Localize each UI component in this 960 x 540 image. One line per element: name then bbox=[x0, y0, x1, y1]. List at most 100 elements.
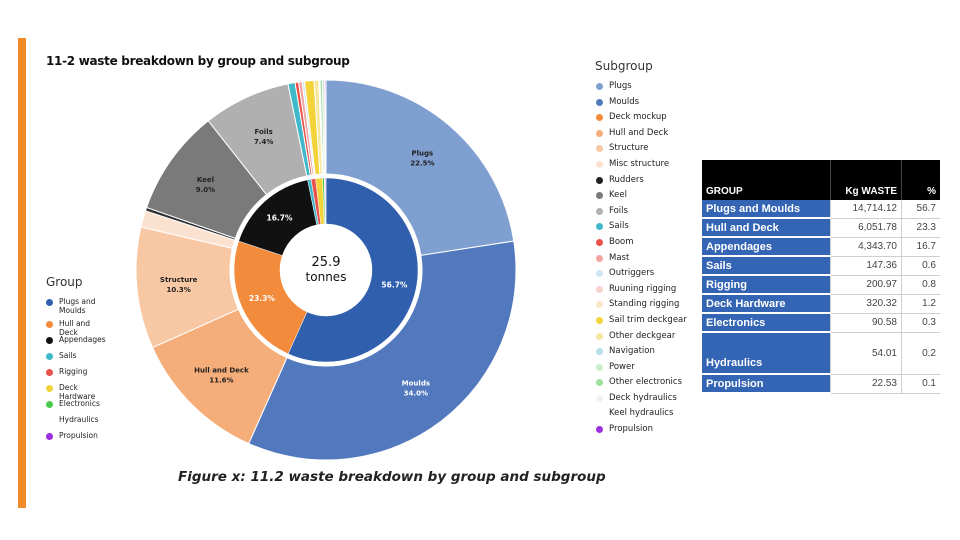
center-total-unit: tonnes bbox=[306, 270, 347, 284]
subgroup-legend-item-other-electronics: Other electronics bbox=[596, 377, 687, 393]
table-row: Plugs and Moulds 14,714.12 56.7 bbox=[702, 200, 940, 219]
legend-swatch bbox=[596, 223, 603, 231]
inner-slice-hull-and-deck bbox=[233, 240, 308, 355]
cell-group: Propulsion bbox=[702, 374, 831, 394]
legend-label: Keel bbox=[609, 190, 627, 201]
subgroup-legend-item-hull-and-deck: Hull and Deck bbox=[596, 128, 687, 144]
legend-swatch bbox=[46, 299, 53, 306]
subgroup-legend-item-misc-structure: Misc structure bbox=[596, 159, 687, 175]
cell-kg: 54.01 bbox=[830, 332, 902, 375]
outer-label-plugs: Plugs bbox=[412, 150, 434, 158]
legend-label: Appendages bbox=[59, 335, 106, 344]
legend-swatch bbox=[46, 321, 53, 328]
subgroup-legend-item-sail-trim-deckgear: Sail trim deckgear bbox=[596, 315, 687, 331]
legend-swatch bbox=[46, 369, 53, 376]
legend-swatch bbox=[596, 145, 603, 153]
legend-swatch bbox=[596, 394, 603, 402]
group-legend-item-hydraulics: Hydraulics bbox=[46, 415, 111, 431]
legend-label: Sail trim deckgear bbox=[609, 314, 687, 325]
subgroup-legend-item-propulsion: Propulsion bbox=[596, 424, 687, 440]
subgroup-legend-item-foils: Foils bbox=[596, 206, 687, 222]
legend-swatch bbox=[596, 238, 603, 246]
accent-bar bbox=[18, 38, 26, 508]
table-row: Electronics 90.58 0.3 bbox=[702, 313, 940, 333]
subgroup-legend-item-rudders: Rudders bbox=[596, 175, 687, 191]
header-percent: % bbox=[901, 160, 940, 200]
legend-label: Plugs and Moulds bbox=[59, 297, 96, 315]
group-legend-item-deck-hardware: Deck Hardware bbox=[46, 383, 111, 401]
legend-swatch bbox=[596, 176, 603, 184]
legend-label: Plugs bbox=[609, 81, 632, 91]
outer-value-foils: 7.4% bbox=[254, 138, 273, 146]
legend-swatch bbox=[596, 379, 603, 387]
outer-label-hull-and-deck: Hull and Deck bbox=[194, 367, 249, 375]
subgroup-legend-item-standing-rigging: Standing rigging bbox=[596, 299, 687, 315]
cell-group: Appendages bbox=[702, 237, 831, 257]
group-legend-item-appendages: Appendages bbox=[46, 335, 111, 351]
inner-value-plugs-and-moulds: 56.7% bbox=[381, 281, 408, 290]
legend-label: Rigging bbox=[59, 367, 88, 376]
legend-label: Electronics bbox=[59, 399, 100, 408]
table-row: Appendages 4,343.70 16.7 bbox=[702, 237, 940, 257]
outer-value-plugs: 22.5% bbox=[410, 160, 434, 168]
cell-group: Rigging bbox=[702, 275, 831, 295]
cell-group: Plugs and Moulds bbox=[702, 200, 831, 219]
cell-pct: 0.2 bbox=[901, 332, 940, 375]
legend-label: Rudders bbox=[609, 174, 644, 185]
legend-label: Other deckgear bbox=[609, 330, 676, 341]
cell-pct: 1.2 bbox=[901, 294, 940, 314]
legend-label: Navigation bbox=[609, 346, 655, 357]
legend-swatch bbox=[596, 410, 603, 417]
legend-label: Keel hydraulics bbox=[609, 408, 674, 419]
cell-pct: 0.1 bbox=[901, 374, 940, 394]
legend-label: Foils bbox=[609, 205, 628, 216]
center-total-value: 25.9 bbox=[312, 255, 341, 270]
legend-label: Deck mockup bbox=[609, 112, 667, 123]
cell-pct: 0.6 bbox=[901, 256, 940, 276]
inner-slice-plugs-and-moulds bbox=[287, 177, 419, 363]
legend-swatch bbox=[596, 160, 603, 168]
subgroup-legend-item-keel: Keel bbox=[596, 190, 687, 206]
subgroup-legend-item-plugs: Plugs bbox=[596, 81, 687, 97]
outer-slice-moulds bbox=[248, 240, 517, 461]
cell-group: Hull and Deck bbox=[702, 218, 831, 238]
cell-kg: 14,714.12 bbox=[830, 200, 902, 219]
legend-swatch bbox=[46, 401, 53, 408]
table-row: Hull and Deck 6,051.78 23.3 bbox=[702, 218, 940, 238]
group-legend-item-rigging: Rigging bbox=[46, 367, 111, 383]
legend-swatch bbox=[46, 337, 53, 344]
outer-label-moulds: Moulds bbox=[402, 380, 430, 388]
subgroup-legend-item-deck-mockup: Deck mockup bbox=[596, 112, 687, 128]
group-legend-item-sails: Sails bbox=[46, 351, 111, 367]
cell-group: Sails bbox=[702, 256, 831, 276]
cell-kg: 200.97 bbox=[830, 275, 902, 295]
legend-swatch bbox=[596, 192, 603, 200]
subgroup-legend-item-power: Power bbox=[596, 362, 687, 378]
legend-swatch bbox=[596, 316, 603, 324]
legend-swatch bbox=[46, 433, 53, 440]
group-legend-item-hull-and-deck: Hull and Deck bbox=[46, 319, 111, 337]
legend-label: Deck hydraulics bbox=[609, 392, 677, 403]
legend-label: Propulsion bbox=[59, 431, 98, 440]
cell-kg: 147.36 bbox=[830, 256, 902, 276]
legend-swatch bbox=[46, 385, 53, 392]
outer-label-structure: Structure bbox=[160, 276, 198, 284]
legend-label: Misc structure bbox=[609, 158, 670, 169]
legend-label: Sails bbox=[609, 221, 629, 232]
legend-swatch bbox=[596, 83, 603, 90]
legend-swatch bbox=[596, 363, 603, 371]
cell-kg: 6,051.78 bbox=[830, 218, 902, 238]
table-row: Rigging 200.97 0.8 bbox=[702, 275, 940, 295]
legend-label: Other electronics bbox=[609, 377, 683, 388]
legend-label: Moulds bbox=[609, 96, 640, 107]
subgroup-legend-item-moulds: Moulds bbox=[596, 97, 687, 113]
cell-group: Deck Hardware bbox=[702, 294, 831, 314]
table-row: Propulsion 22.53 0.1 bbox=[702, 374, 940, 394]
subgroup-legend-item-ruuning-rigging: Ruuning rigging bbox=[596, 284, 687, 300]
header-kg-waste: Kg WASTE bbox=[830, 160, 902, 200]
cell-kg: 90.58 bbox=[830, 313, 902, 333]
subgroup-legend-item-other-deckgear: Other deckgear bbox=[596, 331, 687, 347]
chart-title: 11-2 waste breakdown by group and subgro… bbox=[46, 54, 350, 68]
legend-swatch bbox=[596, 348, 603, 356]
